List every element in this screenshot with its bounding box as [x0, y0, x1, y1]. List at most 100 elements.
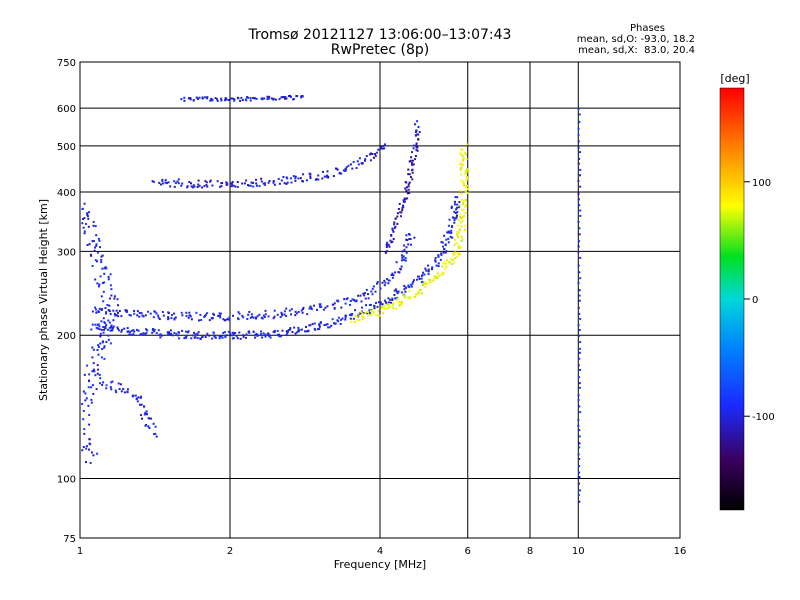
data-point [408, 181, 411, 184]
data-point [234, 185, 237, 188]
data-point [219, 185, 222, 188]
data-point [402, 294, 405, 297]
data-point [249, 99, 252, 102]
data-point [174, 316, 177, 319]
data-point [143, 413, 146, 416]
data-point [302, 180, 304, 183]
data-point [414, 123, 417, 126]
data-point [97, 237, 100, 240]
data-point [159, 183, 162, 186]
data-point [373, 156, 375, 159]
data-point [280, 96, 283, 99]
data-point [405, 246, 408, 249]
data-point [322, 170, 324, 173]
data-point [297, 310, 300, 313]
data-point [445, 238, 448, 241]
data-point [325, 175, 328, 178]
data-point [173, 317, 176, 320]
data-point [237, 317, 239, 320]
data-point [273, 309, 276, 312]
data-point [273, 315, 276, 318]
data-point [132, 333, 135, 336]
data-point [317, 174, 320, 177]
data-point [392, 274, 395, 277]
data-point [357, 163, 360, 166]
data-point [226, 183, 229, 186]
data-point [390, 241, 393, 244]
data-point [273, 329, 276, 332]
data-point [260, 177, 263, 180]
data-point [102, 317, 105, 320]
data-point [219, 314, 221, 317]
data-point [399, 211, 402, 214]
data-point [295, 331, 298, 334]
data-point [283, 182, 286, 185]
data-point [239, 99, 242, 102]
data-point [194, 336, 197, 339]
data-point [168, 332, 171, 335]
data-point [405, 251, 408, 254]
data-point [360, 311, 363, 314]
data-point [262, 182, 265, 185]
data-point [133, 310, 135, 312]
data-point [96, 327, 99, 330]
data-point [258, 185, 261, 188]
data-point [219, 312, 222, 315]
data-point [190, 318, 193, 321]
data-point [227, 99, 230, 101]
data-point [84, 399, 87, 402]
data-point [427, 282, 430, 285]
data-point [126, 327, 129, 329]
data-point [278, 98, 281, 101]
data-point [376, 282, 378, 285]
data-point [419, 288, 422, 291]
data-point [201, 186, 203, 189]
data-point [456, 214, 458, 217]
data-point [455, 217, 458, 220]
data-point [289, 327, 292, 330]
data-point [309, 324, 312, 327]
data-point [328, 326, 331, 329]
data-point [297, 326, 300, 329]
data-point [397, 208, 400, 210]
data-point [148, 417, 151, 420]
data-point [411, 164, 414, 166]
data-point [386, 244, 388, 247]
data-point [211, 98, 214, 101]
data-point [450, 226, 453, 228]
data-point [344, 318, 347, 321]
data-point [196, 186, 199, 188]
data-point [248, 331, 251, 334]
data-point [578, 294, 581, 297]
data-point [578, 329, 581, 331]
data-point [463, 214, 466, 217]
data-point [115, 309, 118, 312]
data-point [96, 364, 99, 367]
data-point [403, 296, 406, 299]
data-point [578, 312, 581, 315]
data-point [403, 197, 406, 200]
data-point [326, 305, 329, 308]
data-point [254, 334, 257, 337]
data-point [403, 288, 406, 291]
data-point [97, 346, 100, 348]
data-point [101, 267, 104, 270]
data-point [231, 181, 234, 183]
data-point [374, 290, 377, 293]
data-point [445, 250, 448, 253]
data-point [578, 458, 581, 460]
data-point [352, 317, 355, 320]
data-point [161, 178, 164, 181]
data-point [349, 303, 351, 306]
data-point [355, 167, 358, 169]
data-point [450, 207, 453, 209]
data-point [102, 381, 105, 384]
data-point [462, 159, 465, 162]
data-point [578, 299, 581, 302]
data-point [95, 326, 98, 329]
data-point [375, 314, 378, 317]
data-point [464, 151, 467, 154]
data-point [186, 331, 189, 334]
data-point [289, 328, 292, 331]
data-point [254, 97, 256, 100]
